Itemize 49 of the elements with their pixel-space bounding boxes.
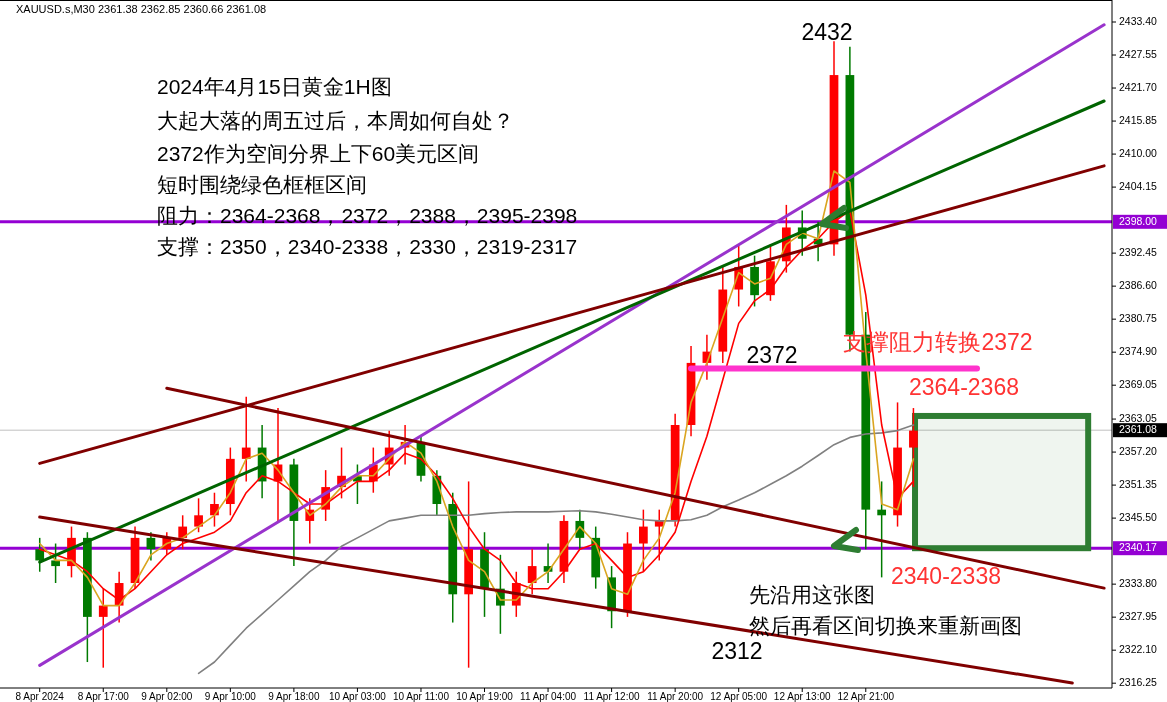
xtick: 10 Apr 03:00 [329, 690, 386, 702]
ytick: 2345.50 [1119, 510, 1157, 523]
annotation: 2372 [746, 342, 798, 369]
annotation: 2340-2338 [891, 563, 1001, 590]
ref-label: 2398.00 [1119, 214, 1157, 227]
ytick: 2380.75 [1119, 311, 1157, 324]
xtick: 12 Apr 21:00 [837, 690, 895, 702]
xtick: 11 Apr 20:00 [647, 690, 704, 702]
ytick: 2386.60 [1119, 278, 1157, 291]
annotation: 2024年4月15日黄金1H图 [157, 74, 392, 98]
ytick: 2433.40 [1119, 14, 1157, 27]
annotation: 短时围绕绿色框框区间 [157, 172, 367, 196]
ytick: 2404.15 [1119, 179, 1157, 192]
ytick: 2333.80 [1119, 576, 1157, 589]
xtick: 9 Apr 02:00 [141, 690, 193, 702]
ytick: 2410.00 [1119, 146, 1157, 159]
annotation: 2432 [801, 19, 853, 46]
ytick: 2421.70 [1119, 80, 1157, 93]
xtick: 8 Apr 2024 [15, 690, 64, 702]
title: XAUUSD.s,M30 2361.38 2362.85 2360.66 2361.08 [16, 2, 267, 15]
ytick: 2322.10 [1119, 642, 1157, 655]
ref-label: 2361.08 [1119, 422, 1157, 435]
ytick: 2327.95 [1119, 609, 1157, 622]
ytick: 2316.25 [1119, 676, 1157, 688]
annotation: 2312 [711, 638, 763, 665]
xtick: 9 Apr 18:00 [268, 690, 320, 702]
annotation: 然后再看区间切换来重新画图 [749, 613, 1022, 637]
ytick: 2369.05 [1119, 378, 1157, 390]
xtick: 9 Apr 10:00 [204, 690, 256, 702]
xtick: 8 Apr 17:00 [77, 690, 129, 702]
annotation: 先沿用这张图 [749, 582, 875, 606]
annotation: 大起大落的周五过后，本周如何自处？ [157, 108, 514, 132]
ytick: 2392.45 [1119, 245, 1157, 258]
ytick: 2363.05 [1119, 411, 1157, 424]
xtick: 11 Apr 12:00 [583, 690, 640, 702]
annotation: 支撑：2350，2340-2338，2330，2319-2317 [157, 234, 578, 258]
ref-label: 2340.17 [1119, 541, 1157, 553]
xtick: 12 Apr 13:00 [773, 690, 831, 702]
annotation: 2364-2368 [909, 374, 1019, 401]
ytick: 2374.90 [1119, 344, 1157, 357]
annotation: 2372作为空间分界上下60美元区间 [157, 141, 480, 165]
ytick: 2427.55 [1119, 47, 1157, 60]
xtick: 12 Apr 05:00 [710, 690, 768, 702]
ytick: 2357.20 [1119, 444, 1157, 457]
xtick: 11 Apr 04:00 [520, 690, 577, 702]
xtick: 10 Apr 19:00 [456, 690, 513, 702]
xtick: 10 Apr 11:00 [393, 690, 449, 702]
ytick: 2415.85 [1119, 113, 1157, 126]
ytick: 2351.35 [1119, 477, 1157, 490]
